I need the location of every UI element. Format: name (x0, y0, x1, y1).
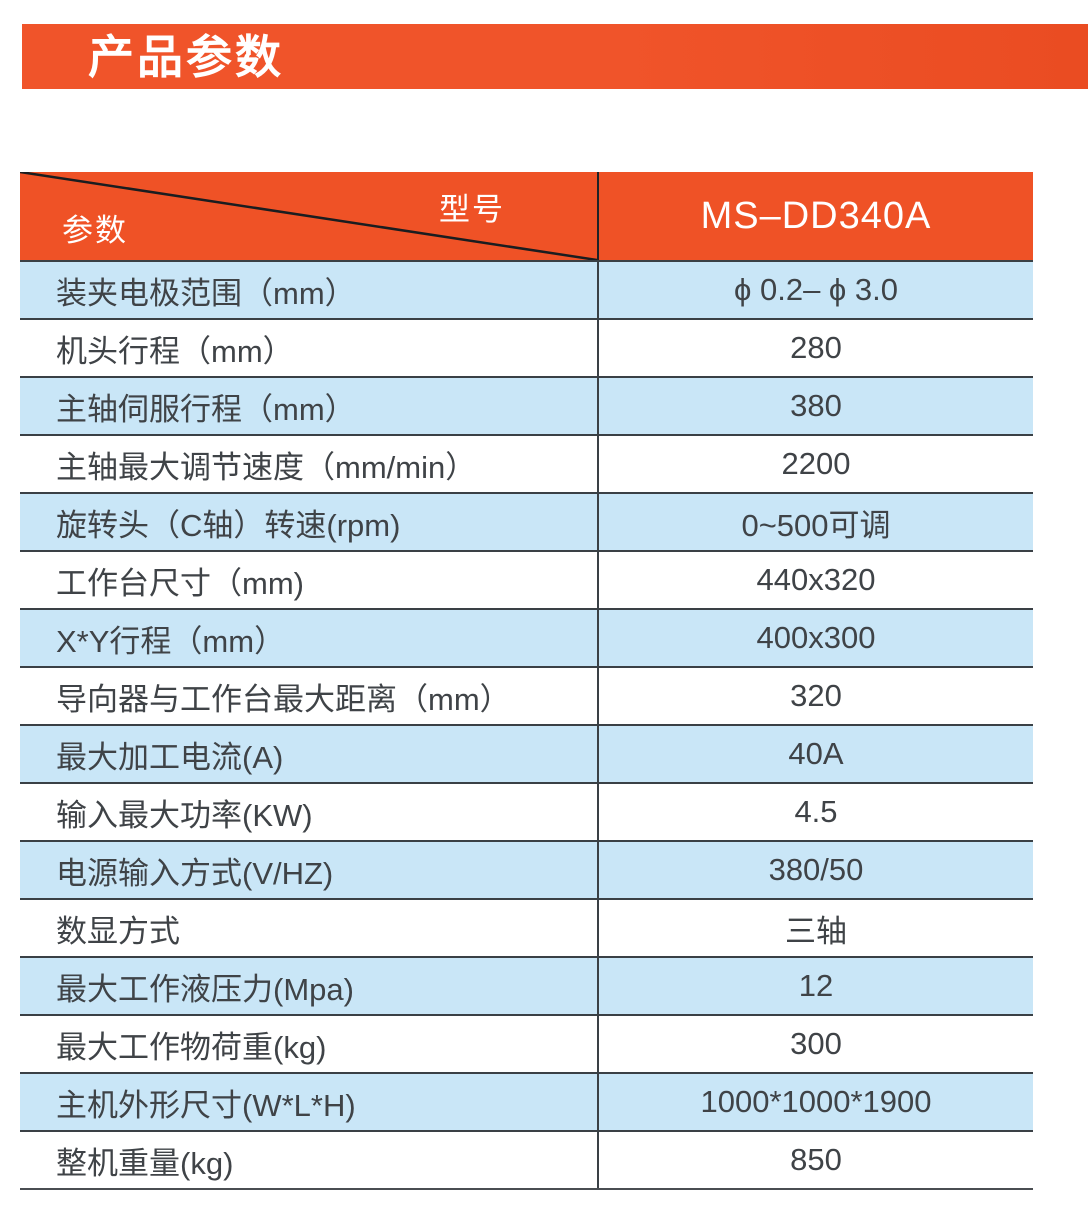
row-parameter-value: 1000*1000*1900 (597, 1074, 1033, 1130)
table-row: 工作台尺寸（mm) 440x320 (20, 550, 1033, 608)
row-parameter-label: 导向器与工作台最大距离（mm） (56, 681, 511, 717)
row-parameter-label: 主机外形尺寸(W*L*H) (56, 1087, 356, 1123)
row-parameter-value: ϕ 0.2– ϕ 3.0 (597, 262, 1033, 318)
spec-table-body: 装夹电极范围（mm） ϕ 0.2– ϕ 3.0 机头行程（mm） 280 主轴伺服行程（… (20, 260, 1033, 1188)
row-parameter-label: 主轴最大调节速度（mm/min） (56, 449, 477, 485)
row-parameter-label: 机头行程（mm） (56, 333, 294, 369)
table-row: 旋转头（C轴）转速(rpm) 0~500可调 (20, 492, 1033, 550)
row-parameter-value: 380/50 (597, 842, 1033, 898)
row-parameter-label: 电源输入方式(V/HZ) (56, 855, 334, 891)
row-parameter-value: 380 (597, 378, 1033, 434)
header-model-axis-label: 型号 (439, 192, 505, 227)
table-row: X*Y行程（mm） 400x300 (20, 608, 1033, 666)
row-parameter-value: 850 (597, 1132, 1033, 1188)
table-row: 主轴最大调节速度（mm/min） 2200 (20, 434, 1033, 492)
row-parameter-label: 整机重量(kg) (56, 1145, 234, 1181)
page-title: 产品参数 (88, 30, 284, 83)
table-row: 装夹电极范围（mm） ϕ 0.2– ϕ 3.0 (20, 260, 1033, 318)
table-row: 输入最大功率(KW) 4.5 (20, 782, 1033, 840)
row-parameter-value: 320 (597, 668, 1033, 724)
row-parameter-value: 40A (597, 726, 1033, 782)
spec-table-header: 型号 参数 MS–DD340A (20, 172, 1033, 260)
table-row: 导向器与工作台最大距离（mm） 320 (20, 666, 1033, 724)
row-parameter-value: 三轴 (597, 900, 1033, 956)
row-parameter-label: 输入最大功率(KW) (56, 797, 313, 833)
header-diagonal-line (20, 172, 597, 260)
table-row: 整机重量(kg) 850 (20, 1130, 1033, 1188)
row-parameter-value: 0~500可调 (597, 494, 1033, 550)
row-parameter-value: 12 (597, 958, 1033, 1014)
table-row: 主轴伺服行程（mm） 380 (20, 376, 1033, 434)
table-row: 最大工作物荷重(kg) 300 (20, 1014, 1033, 1072)
row-parameter-value: 300 (597, 1016, 1033, 1072)
table-row: 电源输入方式(V/HZ) 380/50 (20, 840, 1033, 898)
header-parameter-axis-label: 参数 (62, 213, 128, 248)
spec-table: 型号 参数 MS–DD340A 装夹电极范围（mm） ϕ 0.2– ϕ 3.0 机头… (20, 172, 1033, 1190)
row-parameter-value: 400x300 (597, 610, 1033, 666)
row-parameter-value: 440x320 (597, 552, 1033, 608)
row-parameter-label: 最大工作物荷重(kg) (56, 1029, 327, 1065)
table-row: 数显方式 三轴 (20, 898, 1033, 956)
table-row: 主机外形尺寸(W*L*H) 1000*1000*1900 (20, 1072, 1033, 1130)
section-title-band: 产品参数 (22, 24, 1088, 89)
row-parameter-label: 最大工作液压力(Mpa) (56, 971, 354, 1007)
table-row: 最大工作液压力(Mpa) 12 (20, 956, 1033, 1014)
row-parameter-label: 数显方式 (56, 913, 180, 949)
row-parameter-label: X*Y行程（mm） (56, 623, 286, 659)
row-parameter-label: 最大加工电流(A) (56, 739, 284, 775)
table-row: 机头行程（mm） 280 (20, 318, 1033, 376)
row-parameter-label: 旋转头（C轴）转速(rpm) (56, 507, 401, 543)
table-row: 最大加工电流(A) 40A (20, 724, 1033, 782)
row-parameter-value: 2200 (597, 436, 1033, 492)
row-parameter-label: 工作台尺寸（mm) (56, 565, 304, 601)
row-parameter-label: 装夹电极范围（mm） (56, 275, 356, 311)
header-corner-cell: 型号 参数 (20, 172, 597, 260)
row-parameter-value: 280 (597, 320, 1033, 376)
header-model-name: MS–DD340A (597, 172, 1033, 260)
row-parameter-label: 主轴伺服行程（mm） (56, 391, 356, 427)
row-parameter-value: 4.5 (597, 784, 1033, 840)
